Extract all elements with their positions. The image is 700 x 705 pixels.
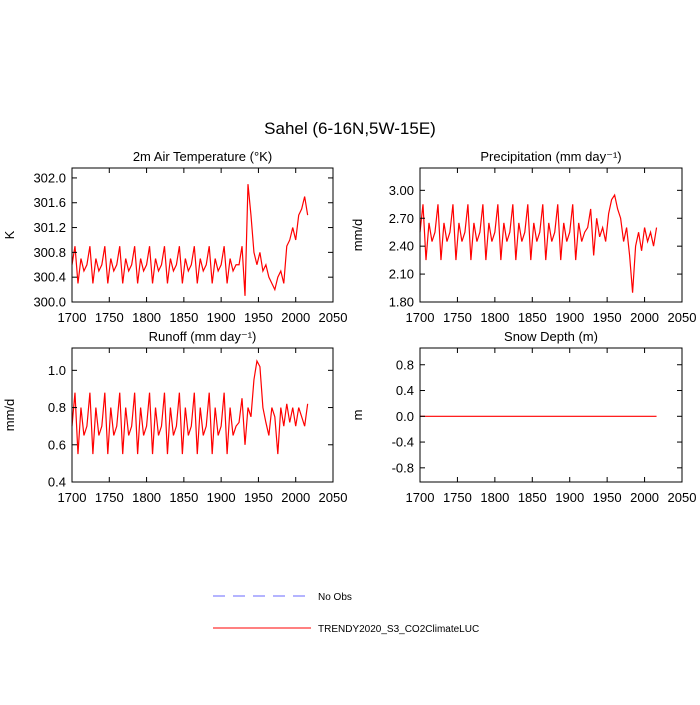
x-tick-label: 1750 (443, 490, 472, 505)
plot-frame (71, 347, 334, 483)
figure-title: Sahel (6-16N,5W-15E) (264, 119, 436, 138)
y-tick-label: 2.70 (389, 211, 414, 226)
x-tick-label: 1800 (480, 310, 509, 325)
x-tick-label: 1850 (169, 310, 198, 325)
data-line (419, 193, 658, 293)
x-tick-label: 1700 (58, 490, 87, 505)
x-tick-label: 2050 (319, 490, 348, 505)
x-tick-label: 1950 (593, 310, 622, 325)
x-tick-label: 1700 (406, 490, 435, 505)
y-tick-label: 300.0 (33, 295, 66, 310)
x-tick-label: 1750 (443, 310, 472, 325)
y-tick-label: 301.2 (33, 220, 66, 235)
x-tick-label: 1800 (132, 490, 161, 505)
panel-title: Snow Depth (m) (504, 329, 598, 344)
legend-label: No Obs (318, 592, 352, 603)
x-tick-label: 1900 (207, 310, 236, 325)
x-tick-label: 1700 (406, 310, 435, 325)
y-tick-label: 2.40 (389, 239, 414, 254)
x-tick-label: 2050 (668, 310, 697, 325)
y-axis-label: mm/d (2, 399, 17, 432)
x-tick-label: 1900 (555, 490, 584, 505)
y-tick-label: -0.8 (392, 460, 414, 475)
y-tick-label: 0.6 (48, 437, 66, 452)
x-tick-label: 1700 (58, 310, 87, 325)
y-axis-label: mm/d (350, 219, 365, 252)
panel-title: 2m Air Temperature (°K) (133, 149, 272, 164)
x-tick-label: 1800 (480, 490, 509, 505)
y-tick-label: 302.0 (33, 170, 66, 185)
y-tick-label: 301.6 (33, 195, 66, 210)
y-tick-label: 0.8 (48, 400, 66, 415)
x-tick-label: 2000 (281, 490, 310, 505)
y-tick-label: 0.4 (396, 383, 414, 398)
data-line (71, 184, 309, 296)
x-tick-label: 1750 (95, 490, 124, 505)
x-tick-label: 1900 (555, 310, 584, 325)
y-tick-label: 0.4 (48, 475, 66, 490)
y-tick-label: 1.0 (48, 363, 66, 378)
x-tick-label: 1950 (244, 310, 273, 325)
x-tick-label: 2050 (668, 490, 697, 505)
data-line (71, 359, 309, 455)
legend-label: TRENDY2020_S3_CO2ClimateLUC (318, 624, 479, 635)
y-tick-label: 300.8 (33, 245, 66, 260)
plot-frame (419, 167, 683, 303)
x-tick-label: 1850 (518, 490, 547, 505)
x-tick-label: 1750 (95, 310, 124, 325)
y-tick-label: -0.4 (392, 435, 414, 450)
x-tick-label: 2000 (630, 490, 659, 505)
y-tick-label: 1.80 (389, 295, 414, 310)
y-tick-label: 0.0 (396, 409, 414, 424)
x-tick-label: 1900 (207, 490, 236, 505)
x-tick-label: 1800 (132, 310, 161, 325)
plot-frame (419, 347, 683, 483)
y-tick-label: 3.00 (389, 183, 414, 198)
plot-frame (71, 167, 334, 303)
panel-title: Precipitation (mm day⁻¹) (480, 149, 621, 164)
y-tick-label: 2.10 (389, 267, 414, 282)
x-tick-label: 1850 (518, 310, 547, 325)
x-tick-label: 2000 (281, 310, 310, 325)
x-tick-label: 2050 (319, 310, 348, 325)
y-tick-label: 0.8 (396, 357, 414, 372)
y-axis-label: K (2, 230, 17, 239)
panel-title: Runoff (mm day⁻¹) (149, 329, 257, 344)
x-tick-label: 1950 (593, 490, 622, 505)
x-tick-label: 2000 (630, 310, 659, 325)
y-tick-label: 300.4 (33, 270, 66, 285)
x-tick-label: 1850 (169, 490, 198, 505)
y-axis-label: m (350, 410, 365, 421)
x-tick-label: 1950 (244, 490, 273, 505)
